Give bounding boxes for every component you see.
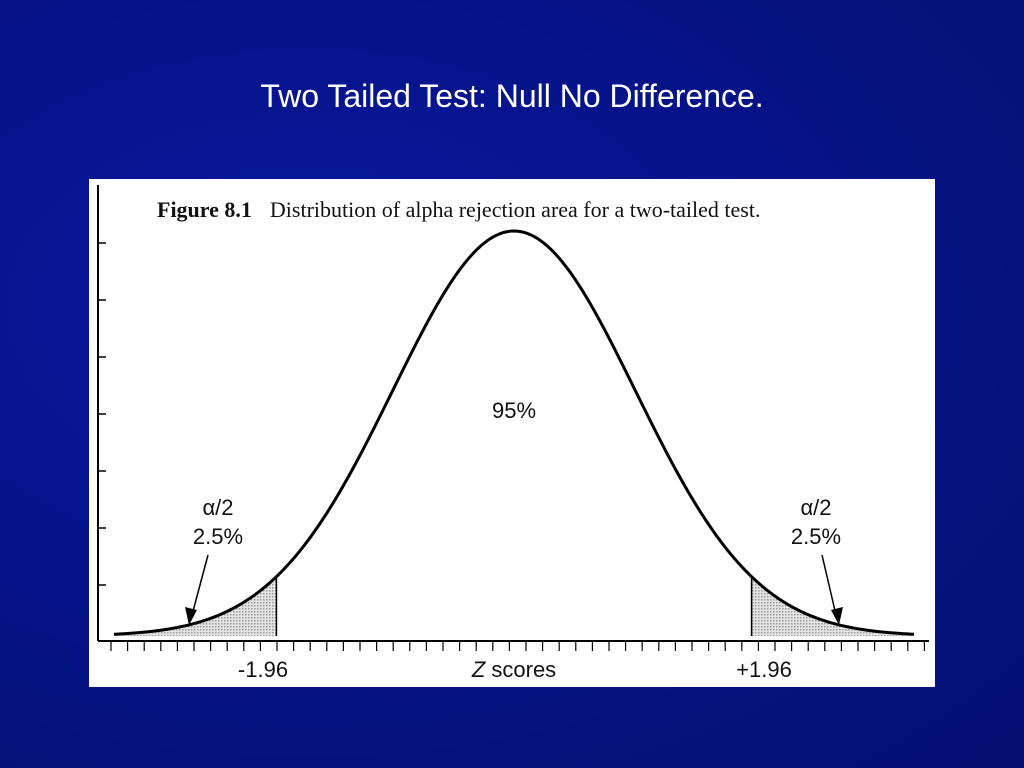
normal-curve	[113, 229, 915, 636]
left-tail-percent-label: 2.5%	[193, 524, 243, 549]
right-tail-percent-label: 2.5%	[791, 524, 841, 549]
right-tail-area	[751, 576, 914, 636]
critical-value-right-label: +1.96	[736, 657, 792, 682]
figure-panel: Figure 8.1 Distribution of alpha rejectio…	[89, 179, 935, 687]
left-ticks	[98, 242, 106, 586]
center-percent-label: 95%	[492, 398, 536, 423]
left-tail-alpha-label: α/2	[202, 495, 233, 520]
critical-value-left-label: -1.96	[238, 657, 288, 682]
left-tail-arrow	[191, 554, 209, 616]
x-axis-label: Z scores	[471, 657, 556, 682]
left-tail-area	[114, 576, 277, 636]
right-tail-arrow	[821, 554, 837, 616]
figure-caption-text: Distribution of alpha rejection area for…	[269, 197, 761, 222]
figure-caption: Figure 8.1 Distribution of alpha rejectio…	[157, 197, 760, 223]
bottom-ticks	[110, 641, 926, 651]
left-tail-arrowhead	[185, 607, 197, 625]
right-tail-alpha-label: α/2	[800, 495, 831, 520]
slide-title: Two Tailed Test: Null No Difference.	[260, 78, 764, 114]
x-axis-label-z: Z	[471, 657, 487, 682]
figure-number: Figure 8.1	[157, 197, 252, 222]
x-axis-label-rest: scores	[485, 657, 556, 682]
normal-distribution-chart: 95% α/2 2.5% α/2 2.5% -1.96 +1.96 Z scor…	[97, 185, 929, 682]
right-tail-arrowhead	[831, 607, 843, 625]
